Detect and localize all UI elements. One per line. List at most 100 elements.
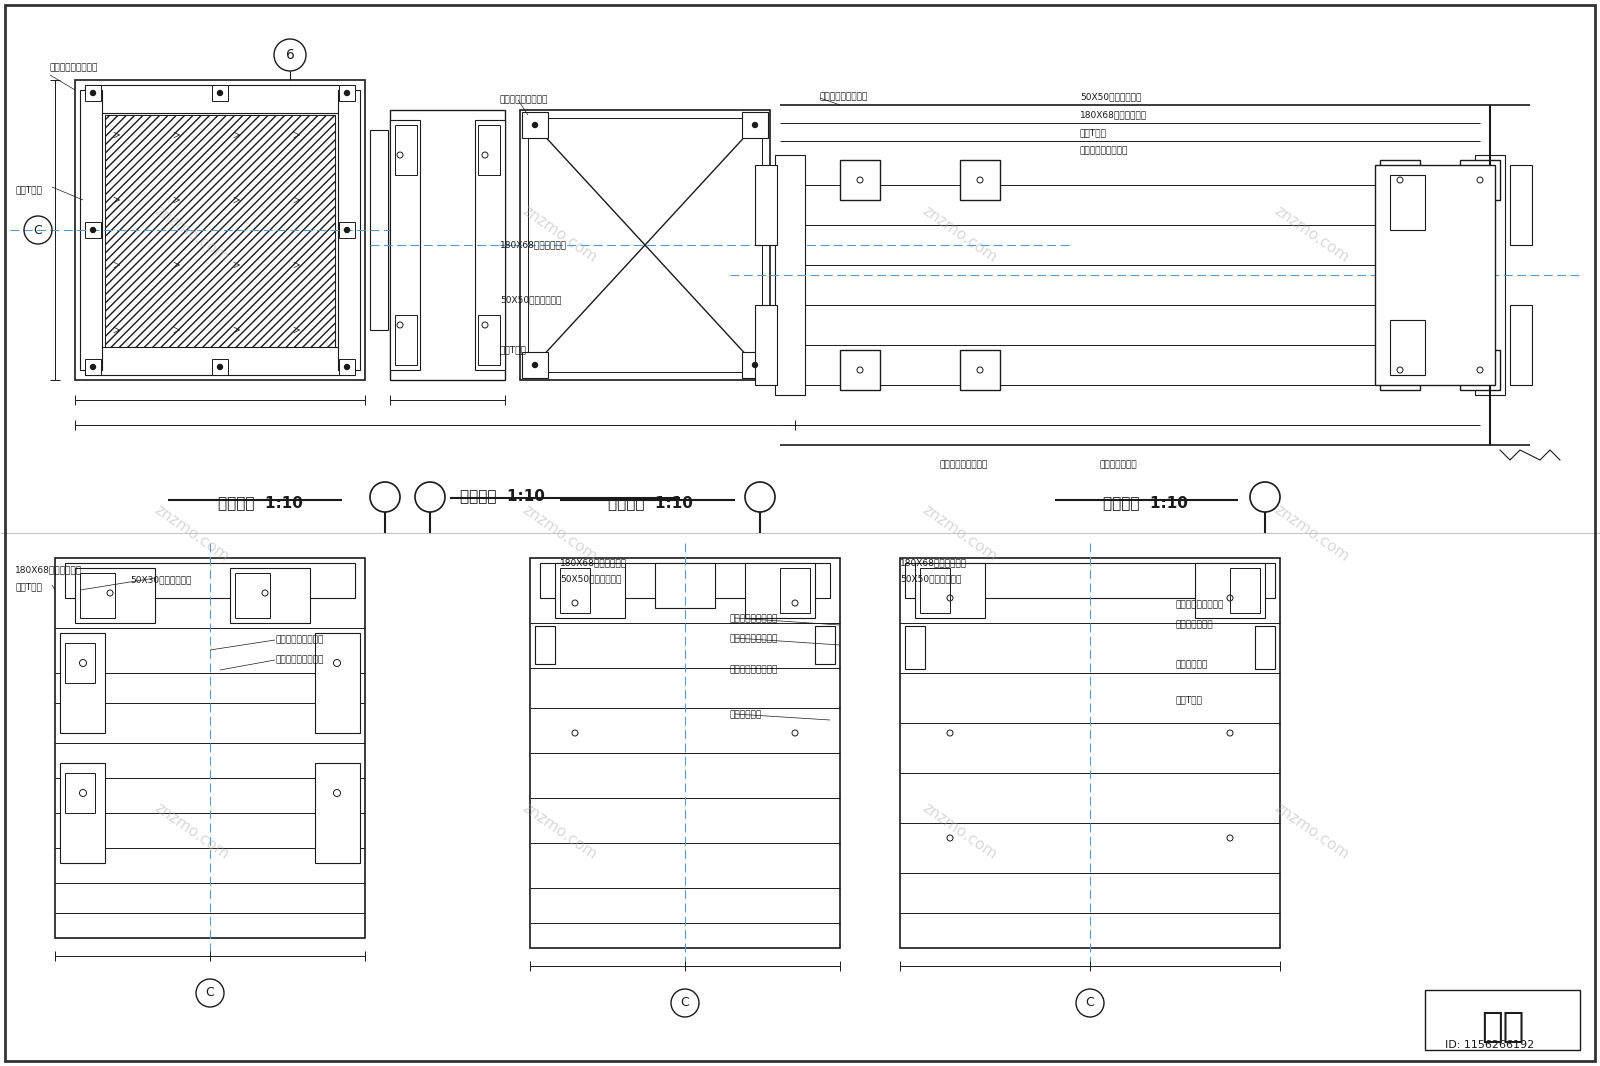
Text: 沙安婀米质理石饪面: 沙安婀米质理石饪面 [941, 461, 989, 469]
Bar [781, 568, 810, 613]
Text: C: C [680, 997, 690, 1010]
Bar [920, 568, 950, 613]
Text: 理石T挂件: 理石T挂件 [499, 345, 526, 354]
Circle shape [91, 365, 96, 370]
Bar [840, 160, 880, 200]
Bar [390, 120, 419, 370]
Text: 6: 6 [285, 48, 294, 62]
Circle shape [218, 91, 222, 96]
Bar [899, 558, 1280, 948]
Text: znzmo.com: znzmo.com [520, 801, 600, 862]
Bar [339, 359, 355, 375]
Circle shape [91, 91, 96, 96]
Bar [85, 359, 101, 375]
Bar [1459, 350, 1501, 390]
Bar [230, 568, 310, 623]
Text: 180X68槽钉燊接框架: 180X68槽钉燊接框架 [499, 240, 566, 249]
Bar [1459, 160, 1501, 200]
Bar [54, 558, 365, 938]
Text: 沙安婀米质理石角线: 沙安婀米质理石角线 [1080, 146, 1128, 155]
Text: 理石T挂件: 理石T挂件 [14, 582, 42, 591]
Text: 沙安婀米质理石饪面: 沙安婀米质理石饪面 [730, 665, 778, 674]
Bar [960, 350, 1000, 390]
Circle shape [752, 123, 757, 128]
Text: 理石T挂件: 理石T挂件 [1080, 128, 1107, 138]
Text: 沙安婀米质理石饪面: 沙安婀米质理石饪面 [499, 95, 549, 104]
Text: znzmo.com: znzmo.com [152, 801, 232, 862]
Text: C: C [206, 986, 214, 1000]
Bar [339, 222, 355, 238]
Text: znzmo.com: znzmo.com [920, 204, 1000, 265]
Bar [106, 115, 334, 355]
Bar [390, 110, 506, 379]
Bar [66, 643, 94, 683]
Text: 50X50角钉燊接框架: 50X50角钉燊接框架 [899, 574, 962, 583]
Text: 沙安婀米质理石角线: 沙安婀米质理石角线 [275, 635, 323, 644]
Bar [1475, 155, 1506, 395]
Bar [394, 150, 408, 310]
Bar [755, 305, 778, 385]
Bar [395, 314, 418, 365]
Bar [75, 80, 365, 379]
Bar [478, 314, 499, 365]
Text: 知未: 知未 [1482, 1010, 1525, 1044]
Bar [814, 626, 835, 664]
Text: znzmo.com: znzmo.com [920, 801, 1000, 862]
Bar [478, 125, 499, 175]
Bar [61, 633, 106, 733]
Text: 沙安婀米质理石角线: 沙安婀米质理石角线 [730, 634, 778, 643]
Text: 绿嵌内质饪面: 绿嵌内质饪面 [730, 710, 762, 718]
Bar [960, 160, 1000, 200]
Bar [1254, 626, 1275, 669]
Circle shape [91, 227, 96, 232]
Bar [1374, 165, 1494, 385]
Bar [475, 120, 506, 370]
Text: 理石T挂件: 理石T挂件 [1174, 695, 1202, 704]
Text: ID: 1156266192: ID: 1156266192 [1445, 1040, 1534, 1050]
Bar [522, 352, 547, 378]
Bar [520, 110, 770, 379]
Text: znzmo.com: znzmo.com [1272, 204, 1352, 265]
Bar [541, 563, 830, 598]
Text: 50X30角钉燊接框架: 50X30角钉燊接框架 [130, 575, 192, 584]
Bar [1510, 305, 1533, 385]
Bar [915, 563, 986, 618]
Bar [555, 563, 626, 618]
Text: znzmo.com: znzmo.com [152, 204, 232, 265]
Circle shape [344, 227, 349, 232]
Bar [528, 118, 762, 372]
Bar [1230, 568, 1261, 613]
Bar [522, 112, 547, 138]
Circle shape [533, 123, 538, 128]
Text: 浮雕（方案定）: 浮雕（方案定） [1101, 461, 1138, 469]
Text: 50X50角钉燊接框架: 50X50角钉燊接框架 [499, 295, 562, 304]
Text: 沙安婀米质理石饪面: 沙安婀米质理石饪面 [819, 92, 869, 101]
Bar [85, 348, 355, 375]
Bar [75, 568, 155, 623]
Bar [315, 633, 360, 733]
Bar [85, 85, 101, 101]
Bar [654, 563, 715, 608]
Text: 详图剖面  1:10: 详图剖面 1:10 [461, 488, 546, 503]
Bar [1195, 563, 1266, 618]
Text: 180X68槽钉燊接框架: 180X68槽钉燊接框架 [560, 558, 627, 567]
Circle shape [344, 365, 349, 370]
Text: znzmo.com: znzmo.com [520, 502, 600, 564]
Bar [742, 352, 768, 378]
Text: znzmo.com: znzmo.com [520, 204, 600, 265]
Text: 沙安婀米质理石饪面: 沙安婀米质理石饪面 [50, 63, 98, 72]
Text: 50X50角钉燊接框架: 50X50角钉燊接框架 [560, 574, 621, 583]
Text: 详图剖面  1:10: 详图剖面 1:10 [218, 495, 302, 510]
Text: 详图剖面  1:10: 详图剖面 1:10 [608, 495, 693, 510]
Bar [85, 85, 355, 113]
Bar [906, 626, 925, 669]
Text: 浮雕（方案定）: 浮雕（方案定） [1174, 620, 1213, 629]
Bar [1510, 165, 1533, 245]
Text: znzmo.com: znzmo.com [1272, 801, 1352, 862]
Bar [66, 773, 94, 813]
Bar [80, 90, 102, 370]
Bar [1379, 350, 1421, 390]
Bar [1390, 175, 1426, 230]
Bar [530, 558, 840, 948]
Circle shape [533, 362, 538, 368]
